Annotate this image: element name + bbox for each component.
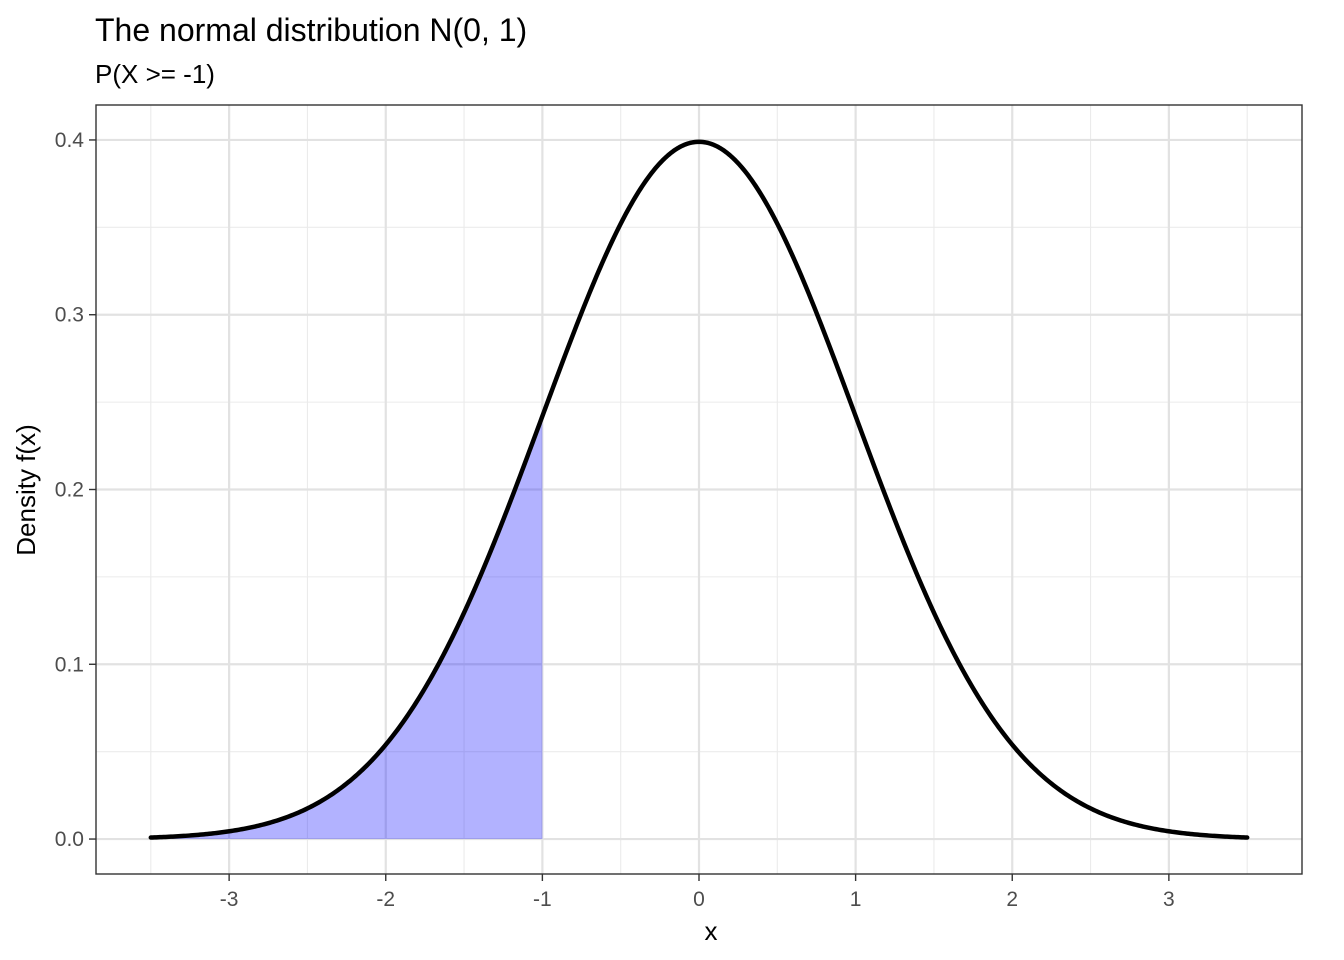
chart-subtitle: P(X >= -1) xyxy=(95,59,215,89)
series-layer xyxy=(148,139,1250,840)
y-tick-label: 0.4 xyxy=(55,129,85,152)
y-tick-label: 0.3 xyxy=(55,304,84,327)
x-tick-label: 3 xyxy=(1163,888,1175,911)
x-axis: -3 -2 -1 0 1 2 3 xyxy=(220,874,1175,911)
x-tick-label: 1 xyxy=(850,888,862,911)
x-tick-label: -3 xyxy=(220,888,239,911)
x-tick-label: 2 xyxy=(1006,888,1018,911)
y-tick-label: 0.0 xyxy=(55,828,84,851)
y-tick-label: 0.1 xyxy=(55,653,84,676)
density-curve xyxy=(148,139,1250,840)
shaded-area xyxy=(150,416,543,840)
y-axis-title: Density f(x) xyxy=(11,424,41,555)
x-tick-label: 0 xyxy=(693,888,705,911)
y-axis: 0.0 0.1 0.2 0.3 0.4 xyxy=(55,129,96,851)
y-tick-label: 0.2 xyxy=(55,479,84,502)
x-tick-label: -1 xyxy=(533,888,552,911)
x-tick-label: -2 xyxy=(376,888,395,911)
x-axis-title: x xyxy=(705,916,718,946)
chart-title: The normal distribution N(0, 1) xyxy=(95,12,527,48)
